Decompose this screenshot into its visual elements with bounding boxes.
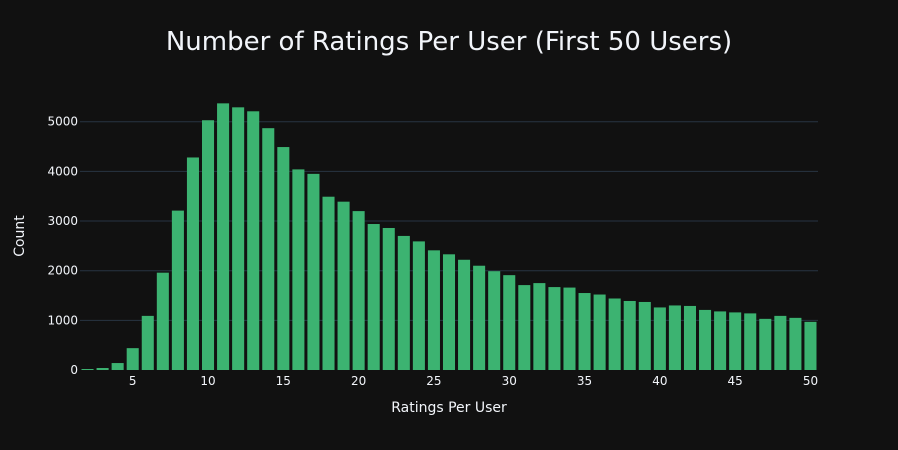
bar-24[interactable] [412,241,425,370]
x-tick-label: 10 [200,374,215,388]
y-tick-label: 4000 [47,164,78,178]
bar-16[interactable] [292,169,305,370]
bar-9[interactable] [186,157,199,370]
y-tick-label: 3000 [47,214,78,228]
bar-43[interactable] [699,309,712,370]
bar-33[interactable] [548,287,561,370]
bar-36[interactable] [593,294,606,370]
bar-3[interactable] [96,368,109,370]
bar-13[interactable] [247,111,260,370]
y-tick-label: 5000 [47,115,78,129]
bar-17[interactable] [307,173,320,370]
bar-48[interactable] [774,315,787,370]
bar-25[interactable] [427,250,440,370]
bar-50[interactable] [804,321,817,370]
bar-21[interactable] [367,224,380,370]
bar-20[interactable] [352,211,365,370]
bar-44[interactable] [714,311,727,370]
x-tick-label: 40 [652,374,667,388]
bar-22[interactable] [382,227,395,370]
bar-23[interactable] [397,235,410,370]
bar-27[interactable] [458,259,471,370]
bar-14[interactable] [262,128,275,370]
bar-6[interactable] [141,315,154,370]
bar-29[interactable] [488,271,501,370]
bar-10[interactable] [201,120,215,370]
x-tick-label: 25 [426,374,441,388]
bar-46[interactable] [744,313,757,370]
bar-41[interactable] [668,305,681,370]
bar-4[interactable] [111,363,124,370]
bar-31[interactable] [518,285,531,370]
bar-8[interactable] [171,210,184,370]
x-tick-label: 35 [577,374,592,388]
bar-30[interactable] [503,275,516,370]
x-tick-label: 15 [276,374,291,388]
bar-49[interactable] [789,317,802,370]
bar-42[interactable] [683,305,697,370]
x-tick-label: 30 [502,374,517,388]
bar-12[interactable] [232,107,245,371]
bar-5[interactable] [126,348,139,370]
bar-34[interactable] [563,287,576,370]
bar-19[interactable] [337,201,350,370]
x-tick-label: 50 [803,374,818,388]
y-axis-title: Count [12,215,28,257]
bars [81,103,817,371]
chart-title: Number of Ratings Per User (First 50 Use… [166,27,732,57]
bar-18[interactable] [322,196,335,370]
bar-39[interactable] [638,301,651,370]
y-tick-label: 1000 [47,313,78,327]
bar-35[interactable] [578,293,591,370]
bar-45[interactable] [729,312,742,370]
y-tick-label: 2000 [47,264,78,278]
y-axis-ticks: 0 1000 2000 3000 4000 5000 [47,115,78,377]
y-tick-label: 0 [70,363,78,377]
bar-32[interactable] [533,283,546,370]
bar-38[interactable] [623,300,636,370]
bar-37[interactable] [608,298,621,370]
x-axis-ticks: 5 10 15 20 25 30 35 40 45 50 [129,374,818,388]
bar-15[interactable] [277,147,290,370]
x-tick-label: 5 [129,374,137,388]
x-tick-label: 20 [351,374,366,388]
x-tick-label: 45 [728,374,743,388]
bar-28[interactable] [473,265,486,370]
bar-47[interactable] [759,318,772,370]
x-axis-title: Ratings Per User [391,400,507,416]
bar-26[interactable] [442,254,456,370]
bar-7[interactable] [156,272,169,370]
bar-40[interactable] [653,307,666,370]
bar-2[interactable] [81,369,94,370]
bar-11[interactable] [217,103,230,371]
